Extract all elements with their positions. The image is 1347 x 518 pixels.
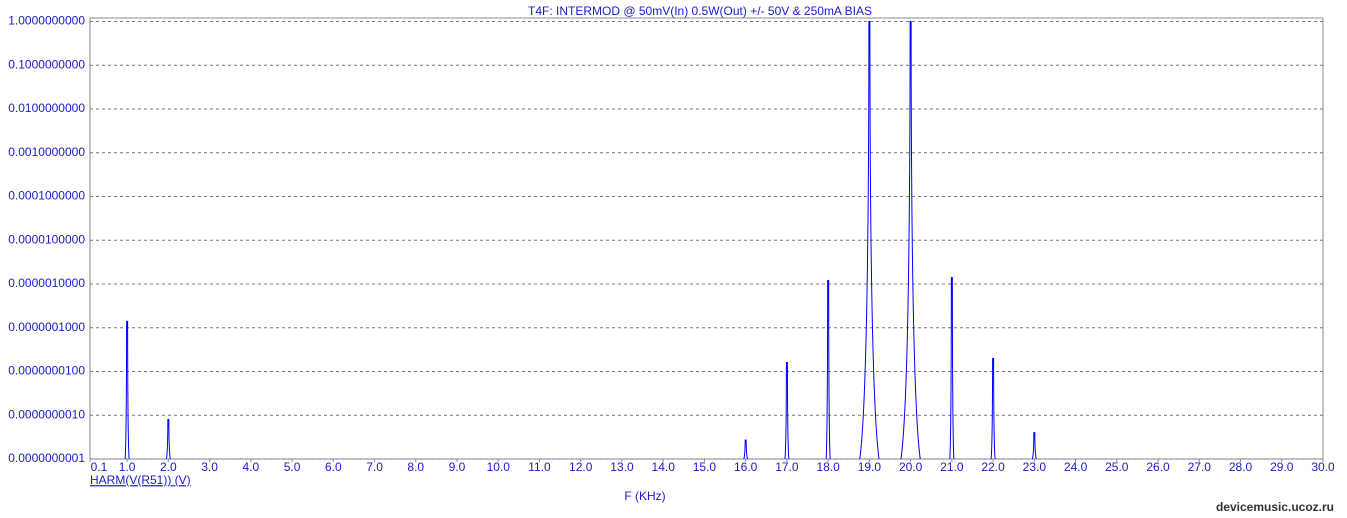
y-tick-label: 0.0000000010: [8, 407, 85, 421]
y-tick-label: 0.0010000000: [8, 145, 85, 159]
spectrum-spike: [900, 20, 921, 460]
y-tick-label: 0.0000000100: [8, 364, 85, 378]
x-tick-label: 24.0: [1064, 460, 1088, 474]
x-tick-label: 5.0: [284, 460, 301, 474]
spectrum-spike: [1031, 432, 1037, 460]
x-tick-label: 18.0: [816, 460, 840, 474]
x-tick-label: 1.0: [119, 460, 136, 474]
y-tick-label: 0.0000000001: [8, 451, 85, 465]
spectrum-spike: [859, 20, 880, 460]
x-axis-label: F (KHz): [624, 489, 665, 503]
spectrum-spike: [743, 439, 749, 460]
y-tick-label: 1.0000000000: [8, 14, 85, 28]
x-tick-label: 16.0: [734, 460, 758, 474]
x-tick-label: 28.0: [1229, 460, 1253, 474]
y-tick-label: 0.0001000000: [8, 189, 85, 203]
x-tick-label: 8.0: [407, 460, 424, 474]
spectrum-spike: [990, 357, 996, 460]
y-tick-label: 0.0100000000: [8, 101, 85, 115]
x-tick-label: 7.0: [366, 460, 383, 474]
spectrum-spike: [825, 280, 831, 460]
x-tick-label: 25.0: [1105, 460, 1129, 474]
x-tick-label: 2.0: [160, 460, 177, 474]
x-tick-label: 10.0: [487, 460, 511, 474]
y-tick-label: 0.1000000000: [8, 57, 85, 71]
x-tick-label: 22.0: [981, 460, 1005, 474]
x-tick-label: 3.0: [201, 460, 218, 474]
x-tick-label: 0.1: [91, 460, 108, 474]
x-tick-label: 27.0: [1188, 460, 1212, 474]
x-tick-label: 14.0: [652, 460, 676, 474]
spectrum-spike: [949, 277, 955, 460]
legend-label: HARM(V(R51)) (V): [90, 473, 191, 487]
y-tick-label: 0.0000100000: [8, 232, 85, 246]
x-tick-label: 26.0: [1146, 460, 1170, 474]
x-tick-label: 19.0: [858, 460, 882, 474]
x-tick-label: 11.0: [528, 460, 551, 474]
x-tick-label: 29.0: [1270, 460, 1294, 474]
x-tick-label: 21.0: [940, 460, 964, 474]
y-tick-label: 0.0000001000: [8, 320, 85, 334]
x-tick-label: 15.0: [693, 460, 717, 474]
spectrum-spike: [165, 418, 171, 460]
x-tick-label: 13.0: [610, 460, 634, 474]
x-tick-label: 12.0: [569, 460, 593, 474]
x-tick-label: 23.0: [1023, 460, 1047, 474]
x-tick-label: 9.0: [449, 460, 466, 474]
spectrum-spike: [784, 362, 790, 460]
x-tick-label: 6.0: [325, 460, 342, 474]
spectrum-spike: [124, 320, 130, 460]
x-tick-label: 4.0: [242, 460, 259, 474]
x-tick-label: 30.0: [1311, 460, 1335, 474]
watermark: devicemusic.ucoz.ru: [1216, 500, 1334, 514]
y-tick-label: 0.0000010000: [8, 276, 85, 290]
x-tick-label: 20.0: [899, 460, 923, 474]
x-tick-label: 17.0: [775, 460, 799, 474]
chart-title: T4F: INTERMOD @ 50mV(In) 0.5W(Out) +/- 5…: [528, 4, 872, 18]
